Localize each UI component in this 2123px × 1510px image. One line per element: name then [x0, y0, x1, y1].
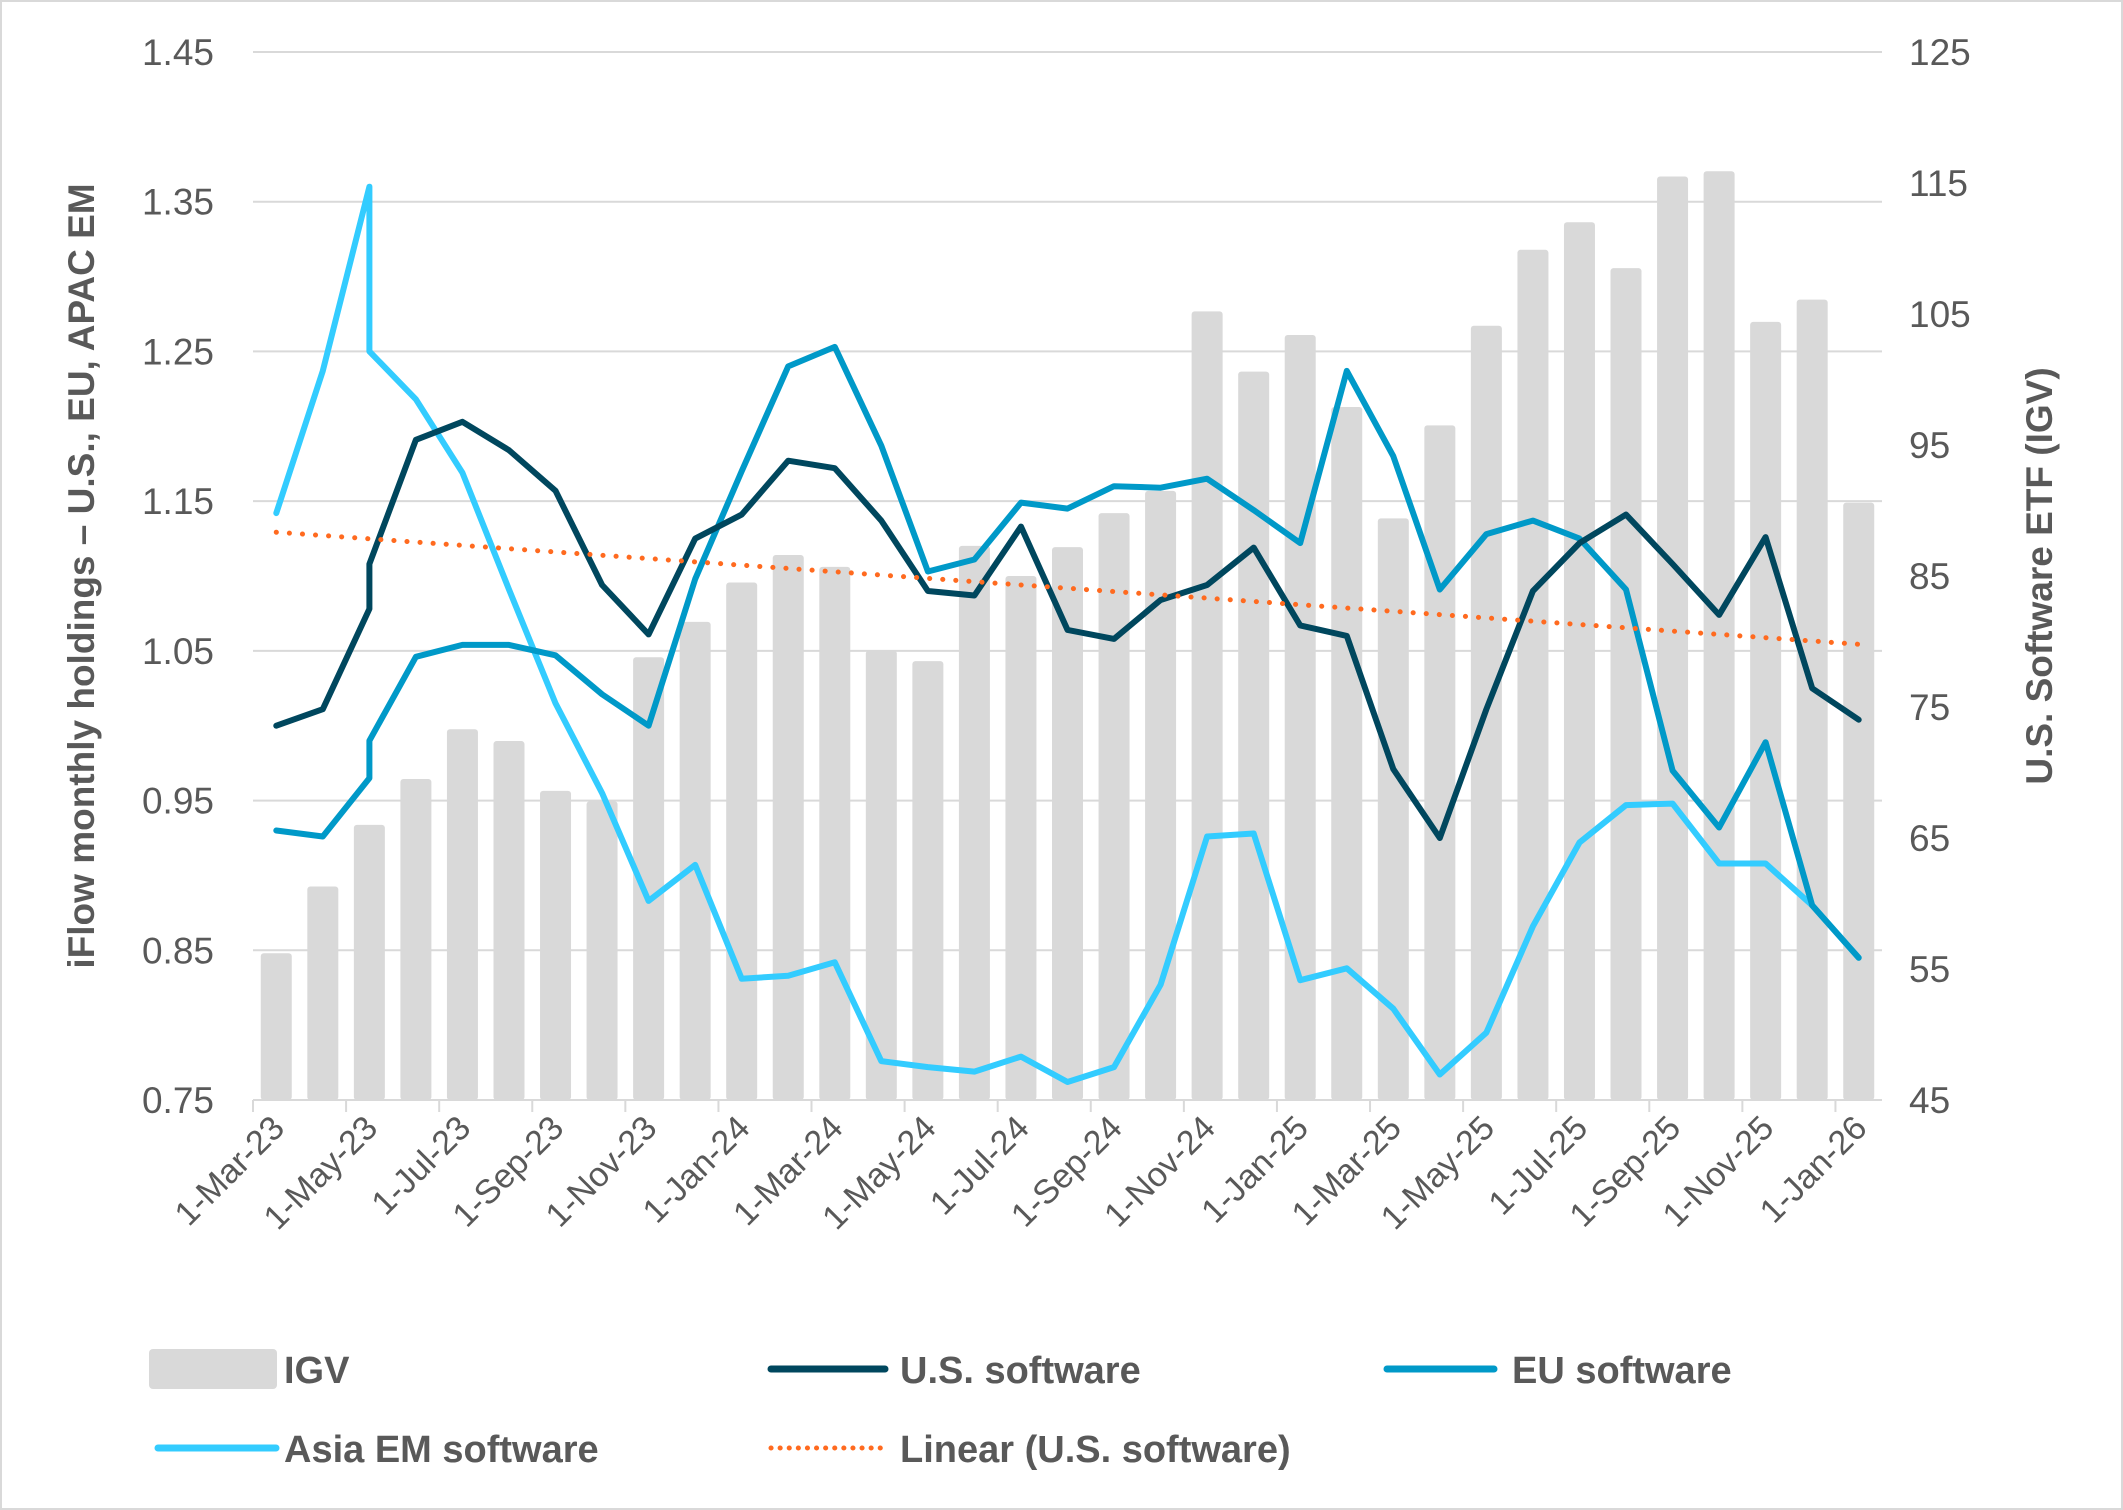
bar-igv — [1238, 371, 1270, 1100]
series-lines — [273, 183, 1862, 1085]
left-tick-label: 0.85 — [142, 930, 214, 971]
bar-igv — [1331, 407, 1363, 1100]
right-axis-title: U.S. Software ETF (IGV) — [2019, 367, 2060, 784]
legend-label-eu-software: EU software — [1512, 1350, 1732, 1392]
legend-item-us-software[interactable]: U.S. software — [767, 1350, 1141, 1392]
bar-igv — [446, 729, 478, 1100]
bar-igv — [1610, 268, 1642, 1100]
left-tick-label: 1.45 — [142, 32, 214, 73]
bar-igv — [1517, 249, 1549, 1100]
right-tick-label: 65 — [1909, 818, 1950, 859]
left-tick-label: 1.15 — [142, 481, 214, 522]
bar-igv — [726, 582, 758, 1100]
right-tick-label: 55 — [1909, 949, 1950, 990]
bar-igv — [1424, 425, 1456, 1101]
bar-igv — [1657, 176, 1689, 1100]
left-axis-title: iFlow monthly holdings – U.S., EU, APAC … — [61, 183, 102, 968]
right-tick-label: 105 — [1909, 294, 1971, 335]
right-tick-label: 45 — [1909, 1080, 1950, 1121]
legend: IGV U.S. software EU software Asia EM so… — [149, 1349, 1732, 1471]
legend-item-igv[interactable]: IGV — [149, 1349, 350, 1392]
bar-igv — [1563, 222, 1595, 1101]
bar-igv — [819, 566, 851, 1100]
x-axis: 1-Mar-231-May-231-Jul-231-Sep-231-Nov-23… — [168, 1099, 1882, 1237]
right-tick-label: 75 — [1909, 687, 1950, 728]
bar-igv — [400, 779, 432, 1100]
bar-igv — [1191, 311, 1223, 1100]
bar-igv — [1098, 513, 1130, 1100]
bar-igv — [865, 650, 897, 1100]
line-u-s-software — [273, 418, 1862, 841]
bar-igv — [679, 621, 711, 1100]
left-tick-label: 1.35 — [142, 182, 214, 223]
bar-igv — [912, 661, 944, 1100]
left-tick-label: 1.05 — [142, 631, 214, 672]
igv-bars — [260, 171, 1875, 1101]
legend-item-asia-em-software[interactable]: Asia EM software — [154, 1429, 599, 1471]
line-eu-software — [273, 343, 1862, 961]
trendline-us-software — [273, 529, 1862, 647]
right-tick-label: 85 — [1909, 556, 1950, 597]
right-tick-label: 125 — [1909, 32, 1971, 73]
legend-label-us-software: U.S. software — [900, 1350, 1141, 1392]
left-tick-label: 0.75 — [142, 1080, 214, 1121]
bar-igv — [1005, 576, 1037, 1100]
bar-igv — [1377, 518, 1409, 1100]
legend-label-linear-trend: Linear (U.S. software) — [900, 1429, 1291, 1471]
left-y-axis: 1.45 1.35 1.25 1.15 1.05 0.95 0.85 0.75 — [142, 32, 214, 1121]
bar-igv — [1750, 321, 1782, 1100]
bar-igv — [260, 953, 292, 1100]
bar-igv — [958, 545, 990, 1100]
bar-igv — [353, 824, 385, 1100]
bar-igv — [1703, 171, 1735, 1100]
legend-swatch-igv — [149, 1349, 277, 1389]
bar-igv — [772, 555, 804, 1100]
legend-label-asia-em-software: Asia EM software — [284, 1429, 599, 1471]
legend-item-linear-trend[interactable]: Linear (U.S. software) — [768, 1429, 1291, 1471]
left-tick-label: 1.25 — [142, 331, 214, 372]
bar-igv — [540, 790, 572, 1100]
legend-item-eu-software[interactable]: EU software — [1383, 1350, 1732, 1392]
bar-igv — [1284, 334, 1316, 1101]
line-asia-em-software — [273, 183, 1862, 1085]
bar-igv — [493, 741, 525, 1100]
right-tick-label: 115 — [1909, 163, 1968, 204]
legend-label-igv: IGV — [284, 1350, 350, 1392]
bar-igv — [633, 657, 665, 1100]
left-tick-label: 0.95 — [142, 781, 214, 822]
bar-igv — [1145, 490, 1177, 1101]
bar-igv — [1052, 547, 1083, 1100]
bar-igv — [586, 801, 618, 1100]
bar-igv — [1796, 299, 1828, 1101]
bar-igv — [307, 886, 339, 1100]
right-y-axis: 125 115 105 95 85 75 65 55 45 — [1909, 32, 1971, 1121]
right-tick-label: 95 — [1909, 425, 1950, 466]
bar-igv — [1843, 502, 1875, 1100]
